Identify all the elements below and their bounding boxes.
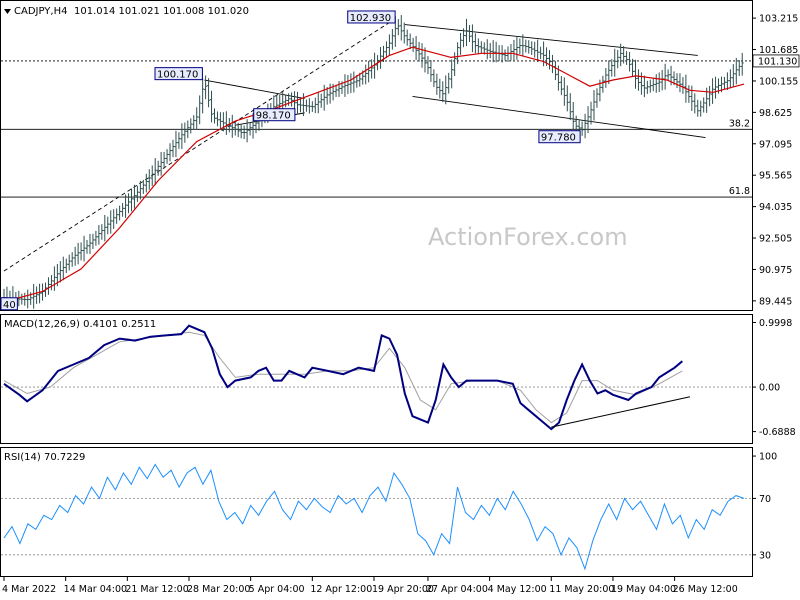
price-annotation-label: 97.780 — [541, 133, 576, 144]
trendline — [3, 22, 390, 272]
price-y-tick-label: 92.505 — [759, 234, 792, 245]
macd-line — [3, 324, 683, 431]
rsi-title: RSI(14) 70.7229 — [4, 452, 85, 463]
price-y-tick-label: 94.035 — [759, 202, 792, 213]
price-annotation-box — [253, 108, 296, 122]
macd-title: MACD(12,26,9) 0.4101 0.2511 — [4, 319, 156, 330]
price-pane-border — [0, 0, 753, 311]
time-axis-label: 27 Apr 04:00 — [426, 584, 488, 595]
price-annotation-box — [0, 297, 18, 311]
watermark: ActionForex.com — [428, 223, 628, 251]
price-y-tick-label: 103.215 — [759, 14, 798, 25]
price-y-tick-label: 100.155 — [759, 76, 798, 87]
rsi-pane-border — [0, 447, 753, 577]
price-y-tick-label: 95.565 — [759, 171, 792, 182]
trendline — [412, 96, 706, 138]
chart-symbol: CADJPY,H4 — [14, 6, 67, 17]
rsi-line — [3, 463, 745, 571]
current-price-label: 101.130 — [758, 56, 797, 67]
time-axis-label: 14 Mar 04:00 — [64, 584, 127, 595]
chart-menu-triangle-icon[interactable] — [4, 9, 11, 14]
price-annotation-box — [154, 67, 203, 81]
macd-pane: 0.9998 0.00 -0.6888 — [1, 318, 796, 438]
price-y-tick-label: 89.445 — [759, 296, 792, 307]
macd-y-tick-label: -0.6888 — [759, 427, 796, 438]
chart-ohlc: 101.014 101.021 101.008 101.020 — [74, 6, 249, 17]
time-axis-label: 11 May 20:00 — [549, 584, 614, 595]
time-axis-label: 28 Mar 20:00 — [187, 584, 250, 595]
time-axis-label: 4 May 12:00 — [488, 584, 547, 595]
price-pane: 38.2 61.8 102.930 100.170 98.170 97.780 40 103.… — [0, 10, 800, 311]
macd-y-tick-label: 0.9998 — [759, 318, 792, 329]
rsi-y-tick-label: 70 — [759, 494, 771, 505]
price-y-tick-label: 97.095 — [759, 139, 792, 150]
current-price-tag — [752, 54, 800, 68]
time-axis-label: 19 Apr 20:00 — [372, 584, 434, 595]
trendline — [404, 24, 698, 56]
time-axis-label: 12 Apr 12:00 — [310, 584, 372, 595]
time-axis-label: 26 May 12:00 — [673, 584, 738, 595]
time-axis-label: 19 May 04:00 — [611, 584, 676, 595]
price-y-tick-label: 98.625 — [759, 108, 792, 119]
macd-pane-border — [0, 314, 753, 444]
moving-average-line — [3, 46, 745, 303]
price-annotation-label: 98.170 — [256, 111, 291, 122]
rsi-y-tick-label: 100 — [759, 452, 777, 463]
price-annotation-label: 100.170 — [157, 70, 198, 81]
time-axis-label: 4 Mar 2022 — [2, 584, 56, 595]
price-annotation-box — [538, 130, 581, 144]
price-y-tick-label: 101.685 — [759, 45, 798, 56]
time-axis-label: 21 Mar 12:00 — [125, 584, 188, 595]
rsi-pane: 100 70 30 — [1, 452, 777, 571]
macd-trendline — [551, 396, 691, 428]
price-annotation-box — [347, 10, 396, 24]
trendline — [204, 79, 305, 99]
macd-y-tick-label: 0.00 — [759, 383, 780, 394]
fib-level-label: 38.2 — [729, 118, 750, 129]
price-annotation-label: 40 — [3, 300, 16, 311]
time-axis-label: 5 Apr 04:00 — [249, 584, 305, 595]
fib-level-label: 61.8 — [729, 186, 750, 197]
price-y-tick-label: 90.975 — [759, 265, 792, 276]
macd-signal-line — [3, 331, 683, 424]
rsi-y-tick-label: 30 — [759, 550, 771, 561]
price-annotation-label: 102.930 — [350, 13, 391, 24]
